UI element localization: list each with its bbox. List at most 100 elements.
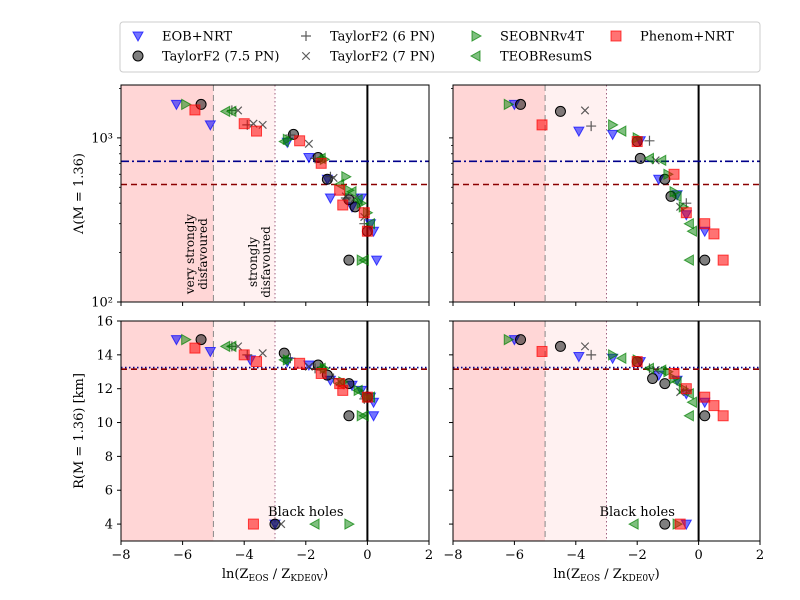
disfavoured-region [121,85,214,302]
legend-label: Phenom+NRT [640,30,734,45]
data-point [170,335,183,346]
data-point [680,383,692,395]
x-tick-label: 2 [756,548,764,563]
data-point [717,254,729,266]
x-tick-label: −8 [443,548,462,563]
black-holes-label: Black holes [599,505,674,520]
x-tick-label: 2 [425,548,433,563]
legend-label: SEOBNRv4T [500,30,584,45]
panel-lambda-left: very stronglydisfavoured stronglydisfavou… [72,84,430,311]
data-point [315,367,327,379]
legend-entry: TaylorF2 (7.5 PN) [132,50,279,65]
disfavoured-region [121,321,214,541]
data-point [247,518,259,530]
data-point [503,333,515,346]
data-point [370,255,383,267]
data-point [189,104,201,116]
y-tick-label: 10³ [91,131,113,146]
x-tick-label: −8 [111,548,130,563]
data-points [503,333,729,531]
data-point [325,171,336,182]
data-point [655,154,667,167]
data-point [606,129,619,141]
data-point [699,391,711,403]
legend-label: TaylorF2 (7.5 PN) [162,50,279,65]
data-point [683,409,694,422]
data-point [515,98,527,110]
data-points [170,333,380,531]
x-tick-label: −2 [296,548,315,563]
data-point [717,410,729,422]
legend-frame [119,21,761,73]
data-point [358,207,370,219]
data-point [699,254,711,266]
data-point [334,184,346,196]
black-holes-label: Black holes [268,505,343,520]
data-point [608,119,619,131]
data-point [580,106,590,115]
data-point [315,157,327,169]
data-point [324,193,337,205]
data-point [181,98,192,111]
y-tick-label: 10 [96,416,113,431]
data-point [225,340,237,353]
panel-lambda-right [449,84,761,306]
data-point [515,334,527,346]
x-tick-label: −4 [235,548,254,563]
disfavoured-region [453,321,546,541]
y-tick-label: 4 [105,518,113,533]
data-point [225,105,237,118]
region-label: very stronglydisfavoured [183,214,210,295]
data-point [345,185,357,198]
legend-marker [301,51,311,61]
legend-entry: TEOBResumS [469,50,592,65]
data-point [686,225,697,238]
legend-marker [471,30,483,42]
data-point [573,126,585,138]
data-point [644,135,655,146]
y-axis-label: Λ(M = 1.36) [72,153,87,235]
data-point [251,356,263,368]
data-points [503,98,729,266]
data-point [309,518,320,530]
data-point [189,342,201,354]
data-point [352,384,363,397]
data-point [238,349,250,361]
data-point [708,228,720,240]
data-point [586,121,597,132]
legend-label: EOB+NRT [162,30,233,45]
legend-marker [132,50,144,62]
x-tick-label: −6 [505,548,524,563]
data-point [680,207,692,219]
data-point [343,254,355,266]
data-point [361,225,373,237]
data-point [536,119,548,131]
data-point [608,348,619,361]
data-point [699,218,711,230]
legend-entry: SEOBNRv4T [471,30,584,45]
y-axis-label: R(M = 1.36) [km] [72,373,87,489]
data-point [671,190,682,203]
x-tick-label: −2 [628,548,647,563]
data-point [699,410,711,422]
axes-frame [452,320,761,542]
data-point [344,518,355,530]
data-point [674,518,686,530]
region-label: stronglydisfavoured [246,226,273,298]
data-point [686,396,697,409]
data-point [276,519,286,529]
data-point [628,518,639,530]
legend-marker [469,50,481,62]
data-point [663,168,674,181]
x-axis-label: ln(ZEOS / ZKDE0V) [553,567,659,584]
legend-entry: TaylorF2 (7 PN) [301,50,435,65]
legend: EOB+NRT TaylorF2 (7.5 PN) TaylorF2 (6 PN) T… [119,21,761,73]
data-point [647,373,659,385]
data-point [631,356,643,368]
data-point [278,354,289,366]
legend-marker [610,30,622,42]
data-point [554,340,566,352]
data-point [358,409,369,422]
data-point [367,411,380,422]
